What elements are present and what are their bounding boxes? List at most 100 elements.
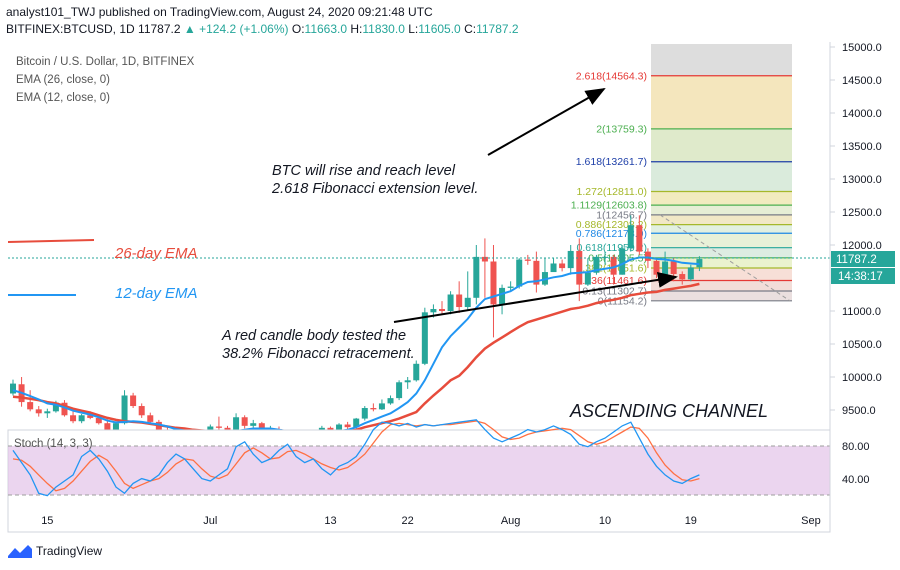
fib-zone-top bbox=[651, 44, 792, 76]
candle-body bbox=[370, 408, 377, 410]
fib-level-label: 2(13759.3) bbox=[596, 123, 647, 135]
candle-body bbox=[353, 418, 360, 428]
candle-body bbox=[344, 424, 351, 428]
price-tick-label: 12500.0 bbox=[842, 207, 882, 219]
last-price: 11787.2 bbox=[138, 22, 181, 36]
fib-level-label: 1.1129(12603.8) bbox=[571, 200, 647, 212]
stoch-tick: 40.00 bbox=[842, 474, 870, 486]
red-candle-arrow bbox=[393, 271, 678, 323]
candle-body bbox=[250, 423, 257, 426]
candle-body bbox=[130, 395, 137, 407]
candle-body bbox=[584, 272, 591, 285]
price-axis: 15000.0 14500.0 14000.0 13500.0 13000.0 12500… bbox=[830, 42, 882, 417]
time-tick-label: 13 bbox=[324, 515, 336, 527]
candle-body bbox=[602, 256, 609, 258]
candle-body bbox=[413, 363, 420, 381]
stoch-band bbox=[8, 446, 830, 495]
candle-body bbox=[27, 402, 34, 410]
ema12-annotation: 12-day EMA bbox=[115, 285, 198, 302]
candle-body bbox=[224, 427, 231, 431]
candle-body bbox=[138, 406, 145, 416]
candle-body bbox=[44, 411, 51, 414]
candle-body bbox=[70, 415, 77, 422]
fib-zone bbox=[651, 128, 792, 162]
candle-body bbox=[610, 256, 617, 275]
stoch-axis: 80.00 40.00 bbox=[842, 441, 870, 486]
footer-brand-text: TradingView bbox=[36, 544, 103, 558]
candle-body bbox=[387, 398, 394, 404]
fib-level-label: 2.618(14564.3) bbox=[576, 70, 647, 82]
ohlc-low-label: L: bbox=[408, 22, 419, 36]
stoch-k-line bbox=[12, 419, 700, 497]
price-tick-label: 14000.0 bbox=[842, 108, 882, 120]
candle-body bbox=[550, 263, 557, 273]
fib-level-label: 0(11154.2) bbox=[598, 295, 647, 307]
candle-body bbox=[559, 263, 566, 269]
ohlc-high-label: H: bbox=[350, 22, 363, 36]
fib-zone bbox=[651, 224, 792, 234]
ohlc-open-label: O: bbox=[291, 22, 305, 36]
candle-body bbox=[662, 261, 669, 275]
ohlc-low: 11605.0 bbox=[418, 22, 461, 36]
ema26-legend-line bbox=[7, 239, 95, 243]
price-tick-label: 15000.0 bbox=[842, 42, 882, 54]
candle-body bbox=[464, 297, 471, 308]
rise-annotation-line1: BTC will rise and reach level bbox=[272, 163, 456, 179]
legend-ema26[interactable]: EMA (26, close, 0) bbox=[16, 74, 110, 86]
candle-body bbox=[10, 383, 16, 394]
candle-body bbox=[95, 417, 102, 424]
fib-zone bbox=[651, 267, 792, 281]
fib-level-label: 1.272(12811.0) bbox=[577, 186, 647, 198]
candle-body bbox=[653, 260, 660, 275]
fib-zone bbox=[651, 205, 792, 215]
candle-body bbox=[233, 417, 240, 431]
time-tick-label: 19 bbox=[685, 515, 697, 527]
time-tick-label: Aug bbox=[501, 515, 521, 527]
candle-body bbox=[121, 395, 128, 424]
price-tick-label: 12000.0 bbox=[842, 240, 882, 252]
candle-body bbox=[258, 423, 265, 432]
rise-annotation-line2: 2.618 Fibonacci extension level. bbox=[271, 181, 478, 197]
candle-body bbox=[439, 309, 445, 311]
publisher-line: analyst101_TWJ published on TradingView.… bbox=[6, 5, 433, 19]
candle-body bbox=[52, 402, 59, 412]
candle-body bbox=[619, 248, 626, 275]
fib-level-label: 0.786(12178.0) bbox=[576, 228, 647, 240]
rise-arrow bbox=[487, 88, 606, 156]
price-tick-label: 10000.0 bbox=[842, 372, 882, 384]
candle-body bbox=[533, 260, 540, 285]
fib-zone bbox=[651, 291, 792, 301]
ohlc-close: 11787.2 bbox=[476, 22, 519, 36]
time-tick-label: Jul bbox=[203, 515, 217, 527]
price-change: +124.2 (+1.06%) bbox=[199, 22, 289, 36]
fib-zone bbox=[651, 191, 792, 206]
ohlc-open: 11663.0 bbox=[304, 22, 348, 36]
ohlc-close-label: C: bbox=[464, 22, 477, 36]
stoch-lines bbox=[12, 419, 700, 497]
price-tick-label: 13000.0 bbox=[842, 174, 882, 186]
candle-body bbox=[155, 421, 162, 432]
stoch-tick: 80.00 bbox=[842, 441, 870, 453]
legend-ema12[interactable]: EMA (12, close, 0) bbox=[16, 92, 110, 104]
footer-brand[interactable]: TradingView bbox=[8, 544, 102, 558]
candle-body bbox=[336, 424, 343, 432]
candle-body bbox=[421, 312, 428, 364]
symbol-line: BITFINEX:BTCUSD, 1D 11787.2 ▲ +124.2 (+1… bbox=[6, 22, 519, 36]
price-tick-label: 11000.0 bbox=[842, 306, 881, 318]
ema12-line bbox=[12, 256, 700, 435]
candle-body bbox=[215, 426, 222, 428]
candle-body bbox=[61, 402, 68, 416]
candle-body bbox=[636, 225, 643, 252]
price-tick-label: 13500.0 bbox=[842, 141, 882, 153]
countdown-tag-text: 14:38:17 bbox=[838, 271, 883, 283]
fib-zone bbox=[651, 233, 792, 248]
candle-body bbox=[378, 403, 385, 410]
candle-body bbox=[490, 261, 497, 305]
candle-body bbox=[404, 380, 411, 383]
candle-body bbox=[35, 409, 42, 414]
countdown-tag bbox=[831, 268, 895, 284]
candle-body bbox=[481, 256, 488, 262]
ema26-annotation: 26-day EMA bbox=[114, 245, 198, 262]
candle-body bbox=[593, 256, 600, 273]
